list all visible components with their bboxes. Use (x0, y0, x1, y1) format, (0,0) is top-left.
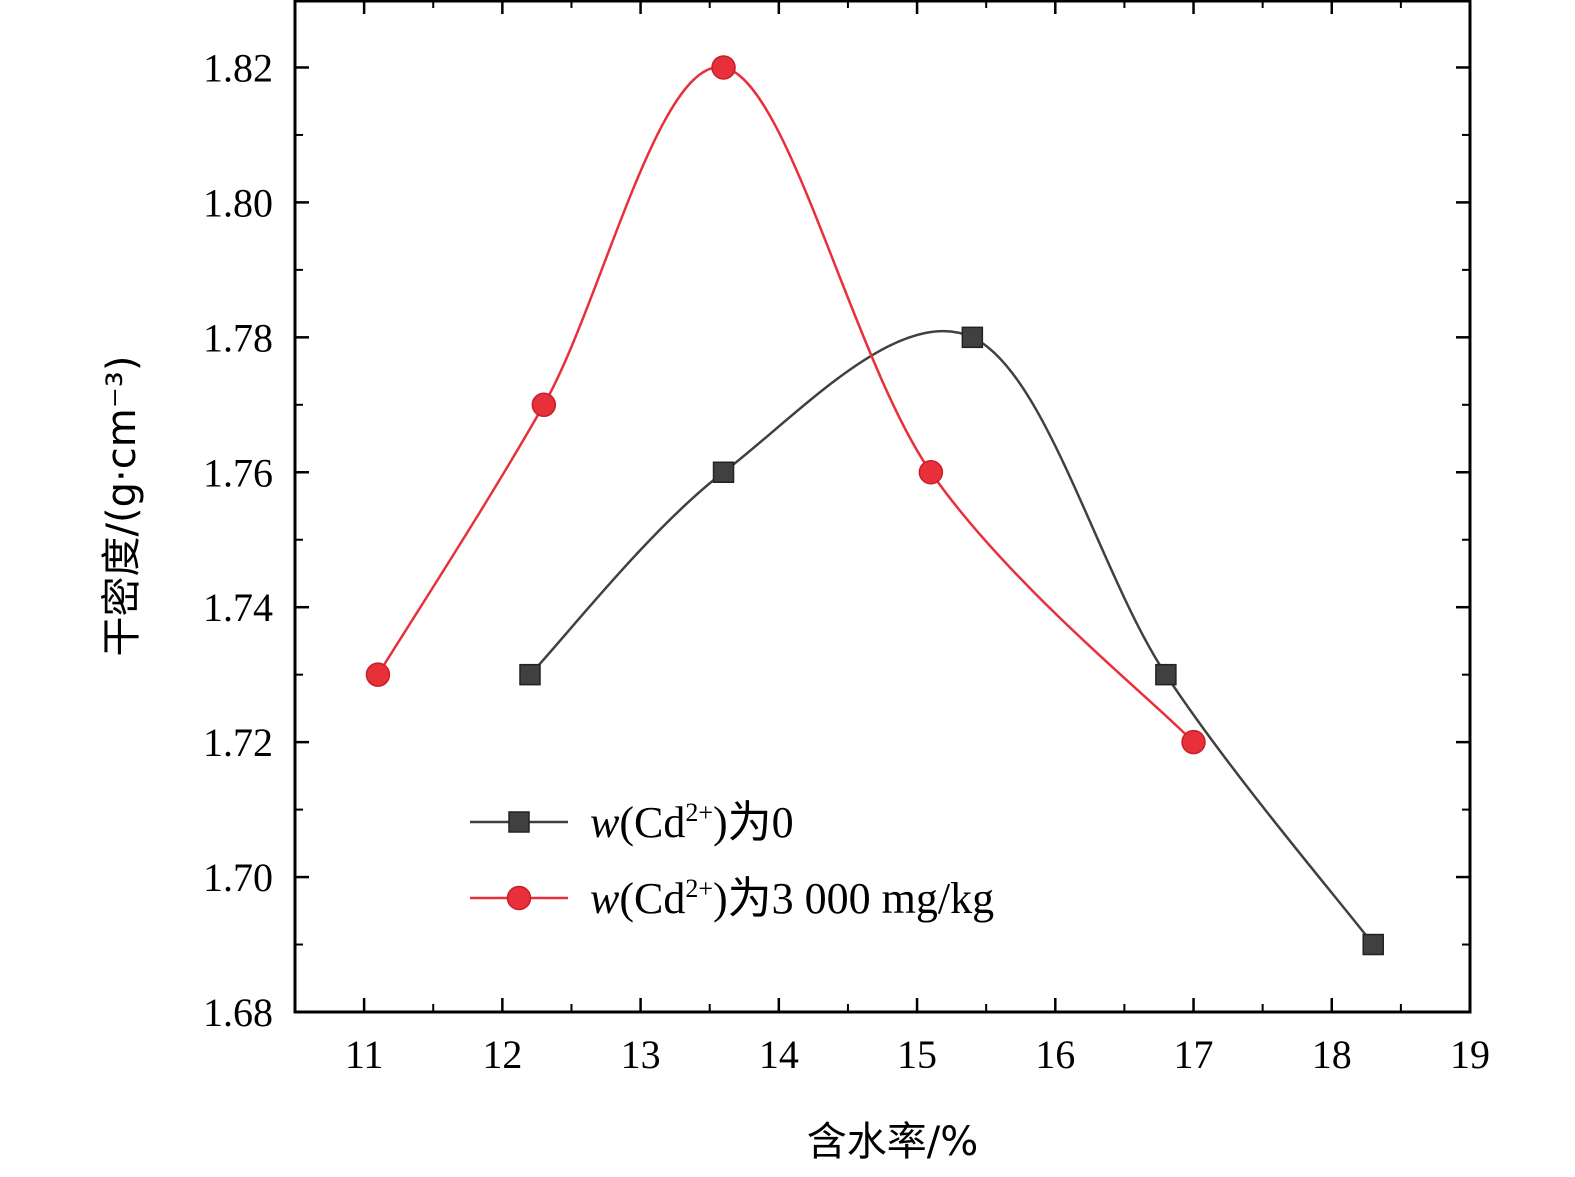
y-tick-label: 1.80 (203, 180, 273, 225)
x-tick-label: 14 (759, 1032, 799, 1077)
series-1-point (712, 461, 735, 484)
plot-frame (293, 0, 1472, 1014)
series-1-line (529, 330, 1375, 946)
series-2-point (365, 662, 391, 687)
y-tick-label: 1.70 (203, 855, 273, 900)
series-2-point (531, 392, 557, 418)
series-1-point (961, 326, 984, 349)
legend-swatch-marker (508, 811, 530, 833)
axes: 11 12 13 14 15 16 17 18 19 1.68 1.70 1.72 1.74 1.76 1.… (203, 0, 1490, 1077)
x-tick-label: 12 (482, 1032, 522, 1077)
x-tick-label: 19 (1450, 1032, 1490, 1077)
y-tick-label: 1.82 (203, 45, 273, 90)
series-2-point (1181, 729, 1206, 755)
y-tick-label: 1.72 (203, 720, 273, 765)
series-2-line (376, 66, 1195, 744)
series-2-point (711, 55, 736, 80)
x-tick-label: 16 (1035, 1032, 1075, 1077)
x-axis-title: 含水率/% (807, 1119, 978, 1165)
legend-swatch-marker (506, 885, 532, 911)
x-tick-label: 13 (621, 1032, 661, 1077)
series-1-point (1155, 663, 1177, 686)
series-2 (365, 55, 1206, 755)
y-tick-label: 1.78 (203, 315, 273, 360)
y-tick-label: 1.74 (203, 585, 273, 630)
series-2-point (918, 460, 944, 485)
x-tick-label: 18 (1312, 1032, 1352, 1077)
legend-label: w(Cd2+)为0 (590, 798, 794, 847)
series-1-point (519, 663, 541, 686)
legend-label: w(Cd2+)为3 000 mg/kg (590, 874, 994, 923)
legend: w(Cd2+)为0 w(Cd2+)为3 000 mg/kg (470, 798, 994, 923)
y-tick-label: 1.76 (203, 450, 273, 495)
legend-item-1: w(Cd2+)为0 (470, 798, 794, 847)
series-1-point (1362, 933, 1384, 956)
y-tick-label: 1.68 (203, 990, 273, 1035)
legend-item-2: w(Cd2+)为3 000 mg/kg (470, 874, 994, 923)
series-1 (519, 326, 1384, 956)
x-tick-label: 17 (1174, 1032, 1214, 1077)
x-tick-label: 11 (345, 1032, 384, 1077)
y-axis-title: 干密度/(g·cm⁻³) (99, 356, 145, 657)
x-tick-label: 15 (897, 1032, 937, 1077)
